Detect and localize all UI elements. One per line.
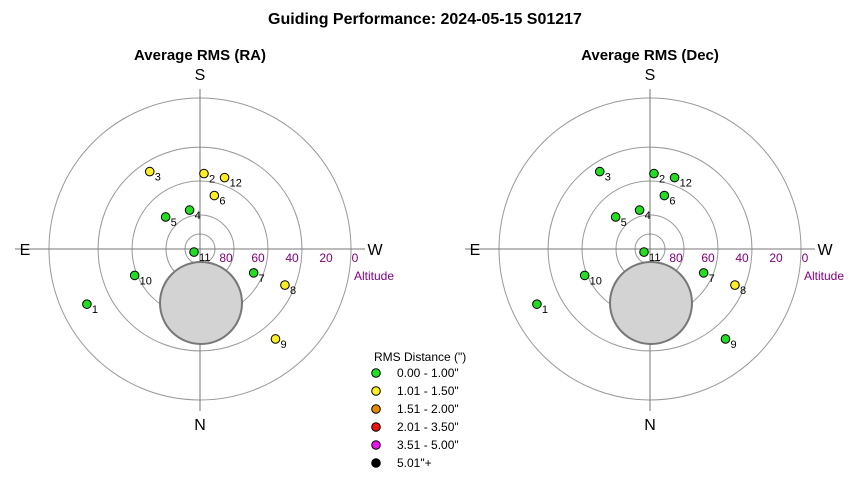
data-point-1 bbox=[532, 299, 542, 309]
compass-left-label: E bbox=[20, 242, 31, 259]
polar-panel-1: Average RMS (RA)SNE W80 60 40 20 0Altitude123… bbox=[15, 47, 394, 434]
data-point-9 bbox=[720, 334, 731, 344]
data-point-12 bbox=[669, 172, 680, 183]
data-point-5 bbox=[610, 212, 621, 222]
data-point-6 bbox=[209, 190, 220, 201]
data-point-label: 12 bbox=[230, 178, 242, 190]
altitude-axis-label: Altitude bbox=[804, 269, 844, 283]
panel-title: Average RMS (RA) bbox=[134, 47, 266, 64]
occulted-region bbox=[159, 261, 243, 345]
data-point-5 bbox=[160, 212, 171, 222]
data-point-6 bbox=[659, 190, 670, 201]
data-point-2 bbox=[649, 168, 659, 179]
legend-label: 0.00 - 1.00" bbox=[397, 366, 459, 380]
data-point-2 bbox=[199, 168, 209, 179]
data-point-label: 6 bbox=[669, 196, 675, 208]
altitude-tick-label: 20 bbox=[319, 251, 333, 265]
legend-label: 1.51 - 2.00" bbox=[397, 402, 459, 416]
compass-right-label: W bbox=[367, 242, 383, 259]
legend-marker-orange bbox=[371, 404, 381, 414]
data-point-label: 7 bbox=[709, 273, 715, 285]
data-point-3 bbox=[594, 166, 605, 177]
altitude-tick-label: 80 bbox=[219, 251, 233, 265]
altitude-tick-label: 60 bbox=[701, 251, 715, 265]
legend-label: 3.51 - 5.00" bbox=[397, 438, 459, 452]
panel-title: Average RMS (Dec) bbox=[581, 47, 719, 64]
data-point-12 bbox=[219, 172, 230, 183]
legend-marker-red bbox=[371, 422, 381, 432]
data-point-label: 3 bbox=[155, 172, 161, 184]
data-point-label: 2 bbox=[209, 174, 215, 186]
data-point-label: 10 bbox=[590, 275, 602, 287]
data-point-label: 11 bbox=[199, 252, 210, 264]
legend-marker-black bbox=[371, 458, 381, 468]
compass-bottom-label: N bbox=[644, 417, 656, 434]
legend-label: 5.01"+ bbox=[397, 456, 432, 470]
altitude-tick-label: 60 bbox=[251, 251, 265, 265]
data-point-4 bbox=[634, 205, 645, 215]
data-point-8 bbox=[280, 280, 290, 290]
altitude-tick-label: 40 bbox=[735, 251, 749, 265]
data-point-label: 9 bbox=[730, 339, 736, 351]
data-point-label: 4 bbox=[645, 210, 651, 222]
polar-panels: Average RMS (RA)SNE W80 60 40 20 0Altitude123… bbox=[15, 47, 844, 434]
altitude-tick-label: 80 bbox=[669, 251, 683, 265]
data-point-8 bbox=[730, 280, 740, 290]
data-point-label: 9 bbox=[280, 339, 286, 351]
data-point-label: 6 bbox=[219, 196, 225, 208]
occulted-region bbox=[609, 261, 693, 345]
figure-title: Guiding Performance: 2024-05-15 S01217 bbox=[268, 11, 582, 28]
data-point-label: 12 bbox=[680, 178, 692, 190]
data-point-label: 7 bbox=[259, 273, 265, 285]
legend-marker-yellow bbox=[371, 386, 381, 396]
data-point-label: 2 bbox=[659, 174, 665, 186]
legend-marker-magenta bbox=[371, 440, 381, 450]
data-point-1 bbox=[82, 299, 92, 309]
data-point-10 bbox=[579, 270, 590, 281]
data-point-7 bbox=[248, 268, 259, 278]
data-point-10 bbox=[129, 270, 140, 281]
data-point-9 bbox=[270, 334, 281, 344]
altitude-tick-label: 0 bbox=[802, 251, 809, 265]
compass-top-label: S bbox=[645, 67, 656, 84]
altitude-tick-label: 20 bbox=[769, 251, 783, 265]
data-point-label: 4 bbox=[195, 210, 201, 222]
compass-left-label: E bbox=[470, 242, 481, 259]
data-point-label: 8 bbox=[740, 285, 746, 297]
polar-panel-2: Average RMS (Dec)SNE W80 60 40 20 0Altitude12… bbox=[465, 47, 844, 434]
legend: RMS Distance (") 0.00 - 1.00" 1.01 - 1.50"… bbox=[371, 350, 466, 470]
data-point-11 bbox=[639, 247, 649, 257]
compass-right-label: W bbox=[817, 242, 833, 259]
legend-title: RMS Distance (") bbox=[374, 350, 466, 364]
data-point-label: 5 bbox=[171, 217, 177, 229]
data-point-7 bbox=[698, 268, 709, 278]
data-point-label: 5 bbox=[621, 217, 627, 229]
data-point-label: 8 bbox=[290, 285, 296, 297]
data-point-4 bbox=[184, 205, 195, 215]
altitude-tick-label: 0 bbox=[352, 251, 359, 265]
compass-top-label: S bbox=[195, 67, 206, 84]
data-point-label: 1 bbox=[92, 304, 98, 316]
altitude-tick-label: 40 bbox=[285, 251, 299, 265]
data-point-3 bbox=[144, 166, 155, 177]
legend-label: 1.01 - 1.50" bbox=[397, 384, 459, 398]
data-point-label: 3 bbox=[605, 172, 611, 184]
altitude-axis-label: Altitude bbox=[354, 269, 394, 283]
compass-bottom-label: N bbox=[194, 417, 206, 434]
data-point-label: 1 bbox=[542, 304, 548, 316]
legend-label: 2.01 - 3.50" bbox=[397, 420, 459, 434]
data-point-label: 11 bbox=[649, 252, 660, 264]
data-point-label: 10 bbox=[140, 275, 152, 287]
data-point-11 bbox=[189, 247, 199, 257]
legend-marker-green bbox=[371, 368, 381, 378]
